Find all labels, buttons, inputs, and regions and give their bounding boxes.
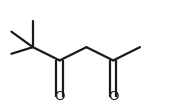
Text: O: O <box>54 90 65 103</box>
Text: O: O <box>108 90 118 103</box>
